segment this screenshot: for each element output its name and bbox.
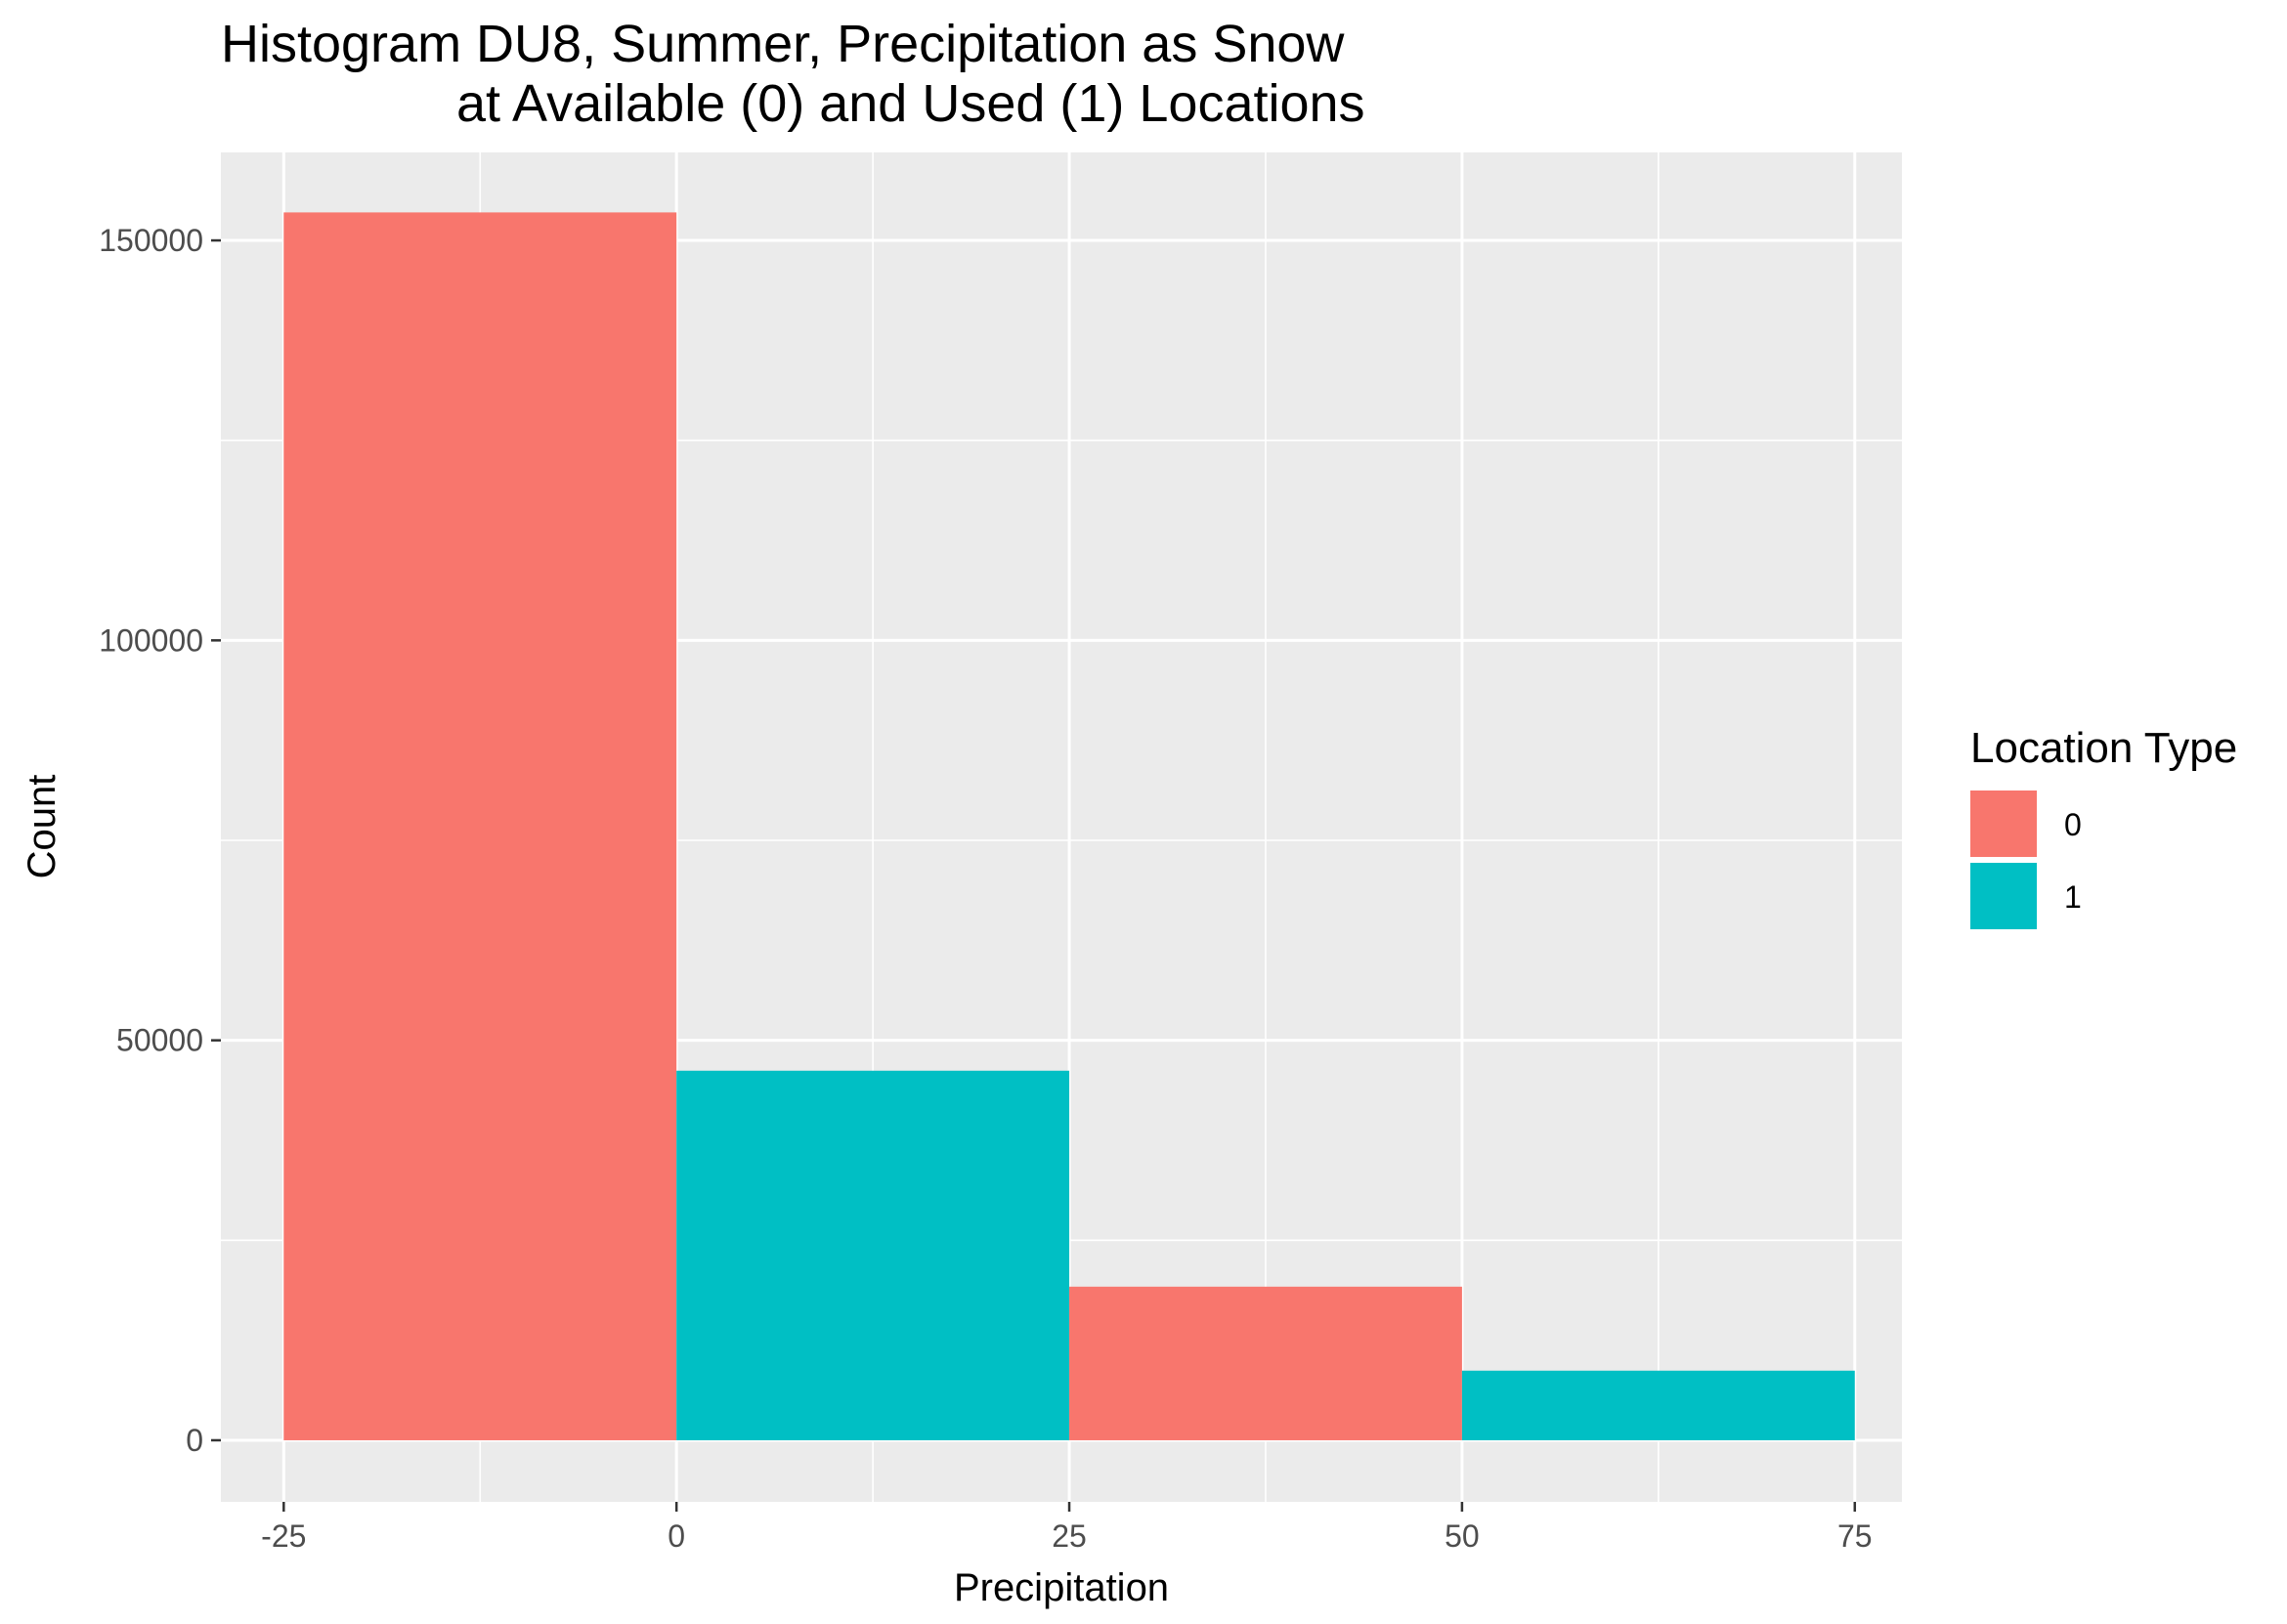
y-axis-ticks: 0 50000 100000 150000 [99,223,221,1458]
x-tick-label: 25 [1052,1518,1087,1554]
chart-title-line-2: at Available (0) and Used (1) Locations [456,74,1365,133]
histogram-bar-1 [283,212,677,1440]
y-axis-title: Count [21,775,64,879]
x-tick-label: 0 [668,1518,685,1554]
legend-label-0: 0 [2064,807,2082,842]
y-tick-label: 0 [186,1423,203,1458]
x-axis-ticks: -25 0 25 50 75 [261,1502,1873,1554]
legend-title: Location Type [1970,724,2237,772]
x-tick-label: -25 [261,1518,306,1554]
legend-key-1 [1970,863,2037,929]
x-tick-label: 50 [1445,1518,1480,1554]
y-tick-label: 100000 [99,622,203,658]
legend-label-1: 1 [2064,879,2082,915]
legend: Location Type 0 1 [1970,724,2237,929]
x-axis-title: Precipitation [954,1566,1169,1609]
x-tick-label: 75 [1837,1518,1873,1554]
histogram-bars [283,212,1855,1440]
chart-title-line-1: Histogram DU8, Summer, Precipitation as … [221,15,1345,73]
y-tick-label: 50000 [116,1023,203,1058]
legend-key-0 [1970,791,2037,857]
histogram-bar-3 [1069,1286,1462,1440]
y-tick-label: 150000 [99,223,203,258]
histogram-bar-4 [1461,1370,1855,1440]
histogram-bar-2 [676,1070,1070,1440]
